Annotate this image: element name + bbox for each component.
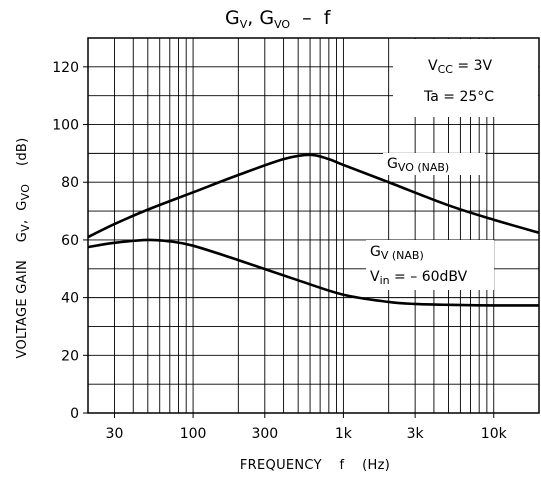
series-label-vin: Vin = – 60dBV [370,269,468,287]
y-axis-label: VOLTAGE GAIN GV, GVO (dB) [15,138,32,359]
gv-label-bg [366,240,494,290]
condition-vcc: VCC = 3V [428,58,492,76]
x-axis-label: FREQUENCY f (Hz) [240,458,390,473]
y-tick-label: 120 [52,60,79,76]
series-lines [87,153,540,307]
x-tick-label: 3k [407,426,425,442]
x-tick-label: 1k [335,426,353,442]
gvo-label-bg [383,153,485,175]
y-tick-label: 100 [52,118,79,134]
x-tick-labels: 30 100 300 1k 3k 10k [106,413,508,442]
chart-title: GV, GVO – f [225,7,332,31]
x-tick-label: 10k [481,426,508,442]
y-tick-label: 20 [61,348,79,364]
series-label-gv: GV (NAB) [370,244,424,262]
y-tick-label: 60 [61,233,79,249]
y-tick-label: 80 [61,175,79,191]
series-line-gvo [87,153,540,239]
y-tick-labels: 0 20 40 60 80 100 120 [52,60,88,422]
series-label-gvo: GVO (NAB) [387,156,449,174]
x-tick-label: 300 [251,426,278,442]
plot-frame [87,37,540,414]
condition-ta: Ta = 25°C [423,89,494,105]
series-line-gv [87,238,540,307]
conditions-box [393,39,538,117]
y-tick-label: 0 [70,406,79,422]
x-tick-label: 30 [106,426,124,442]
y-tick-label: 40 [61,291,79,307]
x-tick-label: 100 [180,426,207,442]
